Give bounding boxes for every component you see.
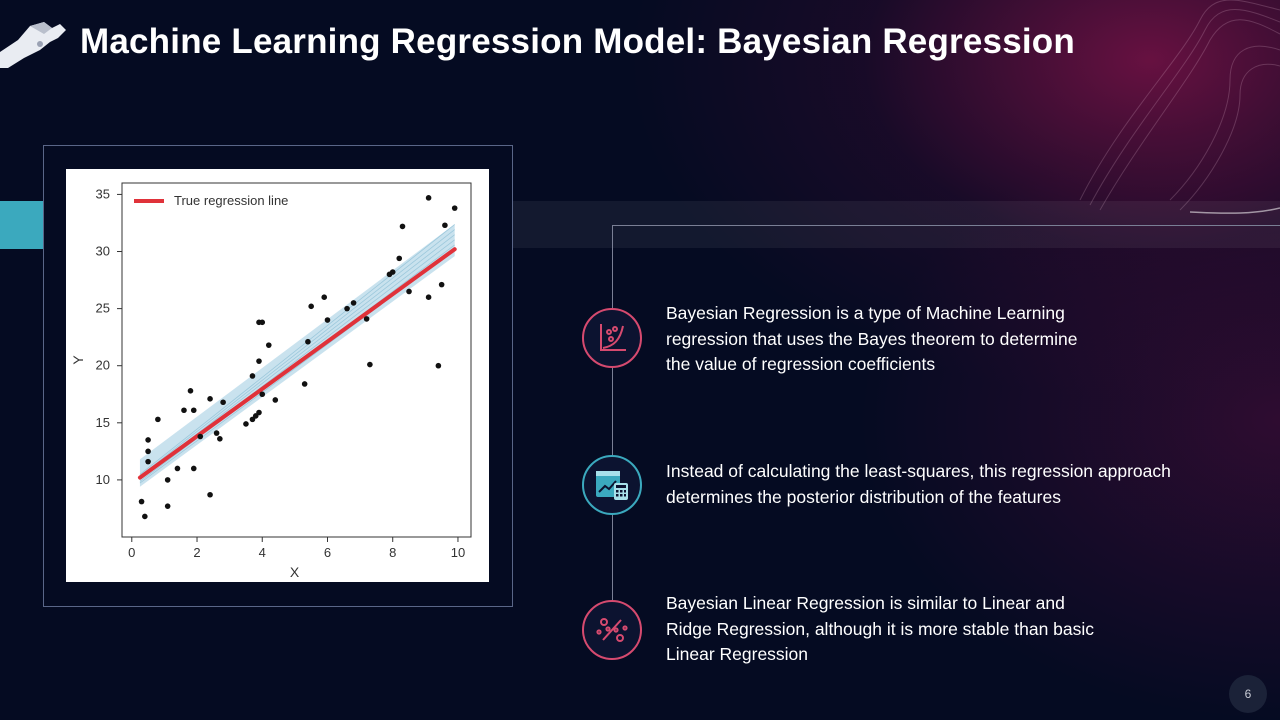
data-point xyxy=(190,465,197,472)
data-point xyxy=(164,503,171,509)
data-point xyxy=(425,294,432,300)
x-tick-label: 10 xyxy=(451,545,465,560)
data-point xyxy=(259,391,266,398)
page-title: Machine Learning Regression Model: Bayes… xyxy=(80,22,1075,61)
data-point xyxy=(396,255,403,262)
regression-chart: 0 2 4 6 8 10 10 15 20 25 30 35 X Y True regression lin… xyxy=(70,182,472,580)
posterior-sample-line xyxy=(139,224,455,475)
data-point xyxy=(308,303,314,310)
data-point xyxy=(305,338,311,345)
data-point xyxy=(243,421,249,427)
y-tick-label: 35 xyxy=(96,186,110,201)
data-point xyxy=(187,388,194,394)
data-point xyxy=(301,381,308,387)
data-point xyxy=(399,223,406,230)
data-point xyxy=(174,465,181,472)
y-tick-label: 15 xyxy=(96,415,110,430)
regression-line xyxy=(137,247,457,480)
posterior-sample-line xyxy=(139,229,455,477)
data-point xyxy=(435,362,442,369)
data-point xyxy=(265,342,272,348)
data-point xyxy=(363,316,370,322)
bullet-text-2: Instead of calculating the least-squares… xyxy=(666,461,1171,507)
data-point xyxy=(213,430,220,436)
y-axis-label: Y xyxy=(70,355,86,365)
page-number: 6 xyxy=(1229,675,1267,713)
data-point xyxy=(197,433,204,440)
data-point xyxy=(321,294,328,300)
chart-card: 0 2 4 6 8 10 10 15 20 25 30 35 X Y True regression lin… xyxy=(66,169,489,582)
data-point xyxy=(145,437,151,443)
data-point xyxy=(138,498,145,505)
legend-label: True regression line xyxy=(174,193,288,208)
data-point xyxy=(249,373,256,379)
data-point xyxy=(155,416,161,423)
bullet-text-3: Bayesian Linear Regression is similar to… xyxy=(666,593,1095,664)
y-tick-label: 10 xyxy=(96,472,110,487)
data-point xyxy=(324,317,331,323)
timeline-vertical xyxy=(612,225,613,630)
timeline-horizontal xyxy=(612,225,1280,226)
data-point xyxy=(259,319,266,326)
data-point xyxy=(367,361,373,368)
chart-frame xyxy=(43,145,513,607)
x-tick-label: 2 xyxy=(193,545,200,560)
scatter-plot-icon xyxy=(582,308,642,368)
data-point xyxy=(190,407,197,414)
data-point xyxy=(389,269,396,275)
data-point xyxy=(451,205,458,211)
data-point xyxy=(256,409,262,416)
data-point xyxy=(207,491,213,498)
data-point xyxy=(145,458,151,465)
data-point xyxy=(207,396,213,402)
data-point xyxy=(425,195,432,201)
data-point xyxy=(272,397,279,403)
data-point xyxy=(217,435,223,442)
x-tick-label: 0 xyxy=(128,545,135,560)
analytics-calculator-icon xyxy=(582,455,642,515)
x-axis-label: X xyxy=(290,564,300,580)
data-point xyxy=(256,358,262,364)
x-tick-label: 8 xyxy=(389,545,396,560)
accent-tab xyxy=(0,201,43,249)
data-point xyxy=(442,222,448,229)
data-point xyxy=(350,300,357,306)
data-point xyxy=(145,448,151,455)
data-point xyxy=(142,513,148,520)
y-tick-label: 20 xyxy=(96,358,110,373)
header-band xyxy=(513,201,1280,248)
data-point xyxy=(438,281,445,288)
data-point xyxy=(406,288,412,295)
data-point xyxy=(164,477,171,483)
bullet-text-1: Bayesian Regression is a type of Machine… xyxy=(666,303,1078,374)
x-tick-label: 4 xyxy=(259,545,266,560)
data-point xyxy=(344,305,350,312)
y-tick-label: 30 xyxy=(96,244,110,259)
data-point xyxy=(181,407,187,414)
data-point xyxy=(220,399,226,406)
robot-hand-icon xyxy=(0,22,66,68)
y-tick-label: 25 xyxy=(96,301,110,316)
percent-icon xyxy=(582,600,642,660)
x-tick-label: 6 xyxy=(324,545,331,560)
